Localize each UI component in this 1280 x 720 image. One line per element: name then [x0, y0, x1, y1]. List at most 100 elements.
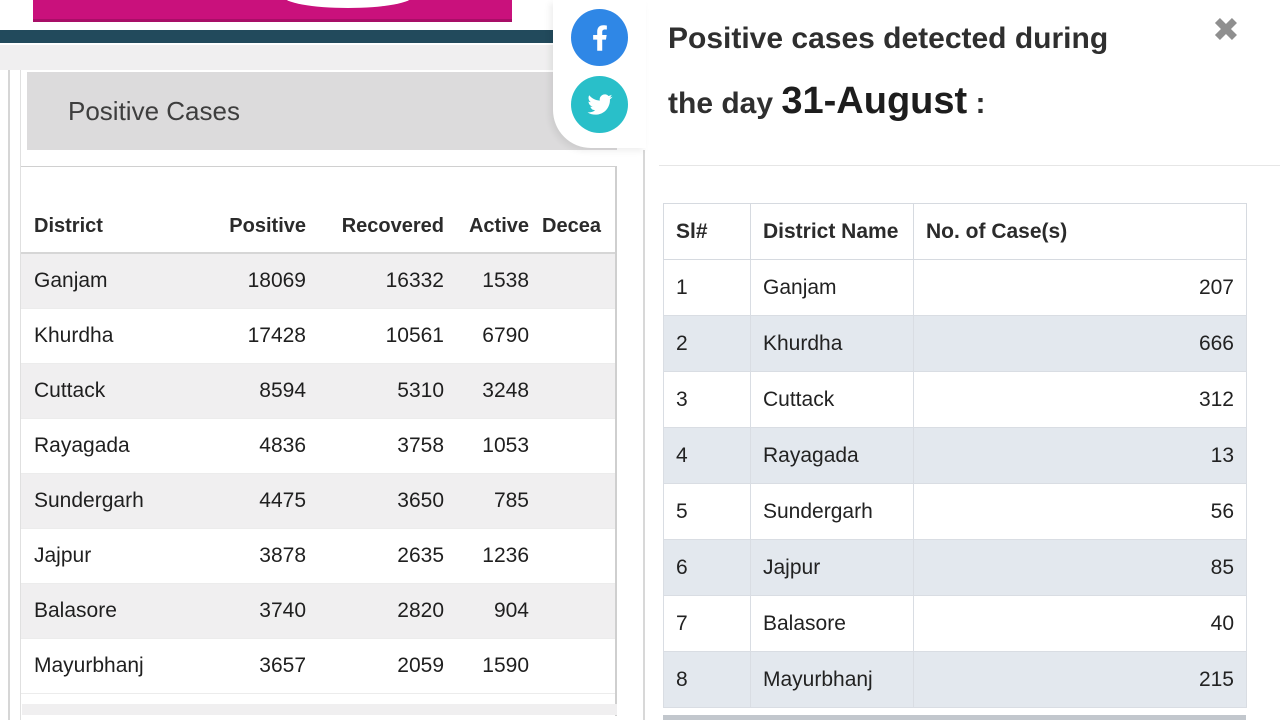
- sl-cell: 5: [663, 483, 751, 540]
- cases-cell: 215: [913, 651, 1247, 708]
- district-cell: Sundergarh: [750, 483, 914, 540]
- facebook-icon: [592, 23, 608, 53]
- col-header-sl: Sl#: [663, 203, 751, 260]
- district-cases-table: District Positive Recovered Active Decea…: [21, 167, 615, 694]
- panel-divider: [643, 150, 645, 720]
- district-cell: Balasore: [21, 583, 211, 639]
- table-row: 1 Ganjam 207: [663, 259, 1247, 316]
- table-row: Cuttack 8594 5310 3248: [21, 363, 615, 419]
- cases-cell: 207: [913, 259, 1247, 316]
- col-header-recovered: Recovered: [306, 167, 444, 254]
- modal-header-divider: [659, 165, 1280, 166]
- deceased-cell: [529, 308, 615, 364]
- modal-title-line2-prefix: the day: [668, 87, 774, 120]
- table-row: Sundergarh 4475 3650 785: [21, 473, 615, 529]
- district-cell: Mayurbhanj: [21, 638, 211, 694]
- table-row: 2 Khurdha 666: [663, 315, 1247, 372]
- district-cell: Ganjam: [21, 253, 211, 309]
- recovered-cell: 2059: [306, 638, 444, 694]
- sl-cell: 3: [663, 371, 751, 428]
- table-row: Balasore 3740 2820 904: [21, 583, 615, 639]
- daily-cases-modal: Positive cases detected during the day 3…: [645, 0, 1280, 720]
- recovered-cell: 3650: [306, 473, 444, 529]
- twitter-share-button[interactable]: [571, 76, 628, 133]
- recovered-cell: 10561: [306, 308, 444, 364]
- positive-cell: 3878: [211, 528, 306, 584]
- recovered-cell: 16332: [306, 253, 444, 309]
- modal-title-date: 31-August: [781, 80, 968, 122]
- twitter-icon: [585, 92, 615, 117]
- active-cell: 904: [444, 583, 529, 639]
- col-header-district: District: [21, 167, 211, 254]
- positive-cell: 3740: [211, 583, 306, 639]
- sl-cell: 7: [663, 595, 751, 652]
- deceased-cell: [529, 363, 615, 419]
- table-row: 3 Cuttack 312: [663, 371, 1247, 428]
- subheader-band: [0, 45, 556, 70]
- deceased-cell: [529, 473, 615, 529]
- table-row: Mayurbhanj 3657 2059 1590: [21, 638, 615, 694]
- table-row: 6 Jajpur 85: [663, 539, 1247, 596]
- positive-cell: 4836: [211, 418, 306, 474]
- recovered-cell: 5310: [306, 363, 444, 419]
- cases-cell: 85: [913, 539, 1247, 596]
- col-header-active: Active: [444, 167, 529, 254]
- positive-cell: 18069: [211, 253, 306, 309]
- close-button[interactable]: ✖: [1203, 6, 1249, 52]
- positive-cell: 8594: [211, 363, 306, 419]
- table-header-row: Sl# District Name No. of Case(s): [663, 203, 1247, 260]
- facebook-share-button[interactable]: [571, 9, 628, 66]
- district-cell: Mayurbhanj: [750, 651, 914, 708]
- district-cell: Khurdha: [21, 308, 211, 364]
- positive-cell: 3657: [211, 638, 306, 694]
- district-cases-table-container: District Positive Recovered Active Decea…: [21, 166, 617, 716]
- sl-cell: 2: [663, 315, 751, 372]
- active-cell: 1053: [444, 418, 529, 474]
- deceased-cell: [529, 583, 615, 639]
- cases-cell: 312: [913, 371, 1247, 428]
- section-title: Positive Cases: [68, 95, 240, 126]
- recovered-cell: 3758: [306, 418, 444, 474]
- table-row: 8 Mayurbhanj 215: [663, 651, 1247, 708]
- top-navbar: [0, 30, 556, 43]
- content-left-border: [20, 70, 21, 720]
- positive-cases-header: Positive Cases: [27, 72, 617, 150]
- active-cell: 3248: [444, 363, 529, 419]
- deceased-cell: [529, 528, 615, 584]
- col-header-positive: Positive: [211, 167, 306, 254]
- daily-district-table: Sl# District Name No. of Case(s) 1 Ganja…: [663, 203, 1247, 708]
- sl-cell: 6: [663, 539, 751, 596]
- brand-banner: [33, 0, 512, 22]
- cases-cell: 56: [913, 483, 1247, 540]
- table-row: Jajpur 3878 2635 1236: [21, 528, 615, 584]
- district-cell: Jajpur: [21, 528, 211, 584]
- table-row: 5 Sundergarh 56: [663, 483, 1247, 540]
- clipped-table-row: [22, 704, 617, 715]
- active-cell: 1538: [444, 253, 529, 309]
- sl-cell: 8: [663, 651, 751, 708]
- active-cell: 1236: [444, 528, 529, 584]
- col-header-no-of-cases: No. of Case(s): [913, 203, 1247, 260]
- positive-cell: 4475: [211, 473, 306, 529]
- page-left-border: [8, 70, 10, 720]
- sl-cell: 4: [663, 427, 751, 484]
- col-header-district-name: District Name: [750, 203, 914, 260]
- active-cell: 6790: [444, 308, 529, 364]
- col-header-deceased: Decea: [529, 167, 615, 254]
- sl-cell: 1: [663, 259, 751, 316]
- table-row: 7 Balasore 40: [663, 595, 1247, 652]
- close-icon: ✖: [1212, 9, 1240, 49]
- table-row: Rayagada 4836 3758 1053: [21, 418, 615, 474]
- modal-title-line1: Positive cases detected during: [668, 22, 1109, 55]
- district-cell: Jajpur: [750, 539, 914, 596]
- table-row: 4 Rayagada 13: [663, 427, 1247, 484]
- cases-cell: 666: [913, 315, 1247, 372]
- district-cell: Rayagada: [21, 418, 211, 474]
- deceased-cell: [529, 418, 615, 474]
- district-cell: Balasore: [750, 595, 914, 652]
- share-panel: [553, 0, 646, 148]
- clipped-table-row: [663, 715, 1246, 720]
- table-row: Khurdha 17428 10561 6790: [21, 308, 615, 364]
- cases-cell: 40: [913, 595, 1247, 652]
